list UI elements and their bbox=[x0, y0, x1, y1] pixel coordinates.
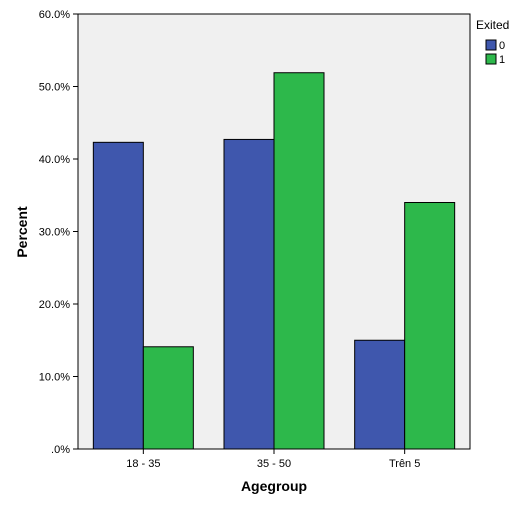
bars bbox=[92, 72, 456, 450]
bar-series-0-3 bbox=[354, 339, 406, 450]
y-tick-label: 50.0% bbox=[39, 82, 70, 94]
legend-swatch-series-0 bbox=[485, 39, 497, 51]
legend-swatch-series-1 bbox=[485, 53, 497, 65]
y-tick-label: .0% bbox=[51, 444, 70, 456]
x-axis: 18 - 35 35 - 50 Trên 5 bbox=[126, 449, 420, 470]
legend: Exited 0 1 bbox=[476, 18, 509, 66]
x-tick-label: 35 - 50 bbox=[257, 458, 291, 470]
bar-series-1-3 bbox=[404, 202, 456, 450]
legend-label-series-1: 1 bbox=[499, 54, 505, 66]
y-tick-label: 30.0% bbox=[39, 227, 70, 239]
legend-title: Exited bbox=[476, 18, 509, 32]
legend-label-series-0: 0 bbox=[499, 40, 505, 52]
y-axis-label: Percent bbox=[14, 206, 30, 258]
x-axis-label: Agegroup bbox=[241, 478, 307, 494]
x-tick-label: 18 - 35 bbox=[126, 458, 160, 470]
y-tick-label: 40.0% bbox=[39, 154, 70, 166]
bar-series-0-2 bbox=[223, 138, 275, 450]
bar-series-1-1 bbox=[142, 346, 194, 450]
y-tick-label: 20.0% bbox=[39, 299, 70, 311]
y-axis: .0% 10.0% 20.0% 30.0% 40.0% 50.0% 60.0% bbox=[39, 9, 78, 456]
x-tick-label: Trên 5 bbox=[389, 458, 420, 470]
bar-series-0-1 bbox=[92, 141, 144, 450]
bar-series-1-2 bbox=[273, 72, 325, 450]
y-tick-label: 10.0% bbox=[39, 372, 70, 384]
y-tick-label: 60.0% bbox=[39, 9, 70, 21]
